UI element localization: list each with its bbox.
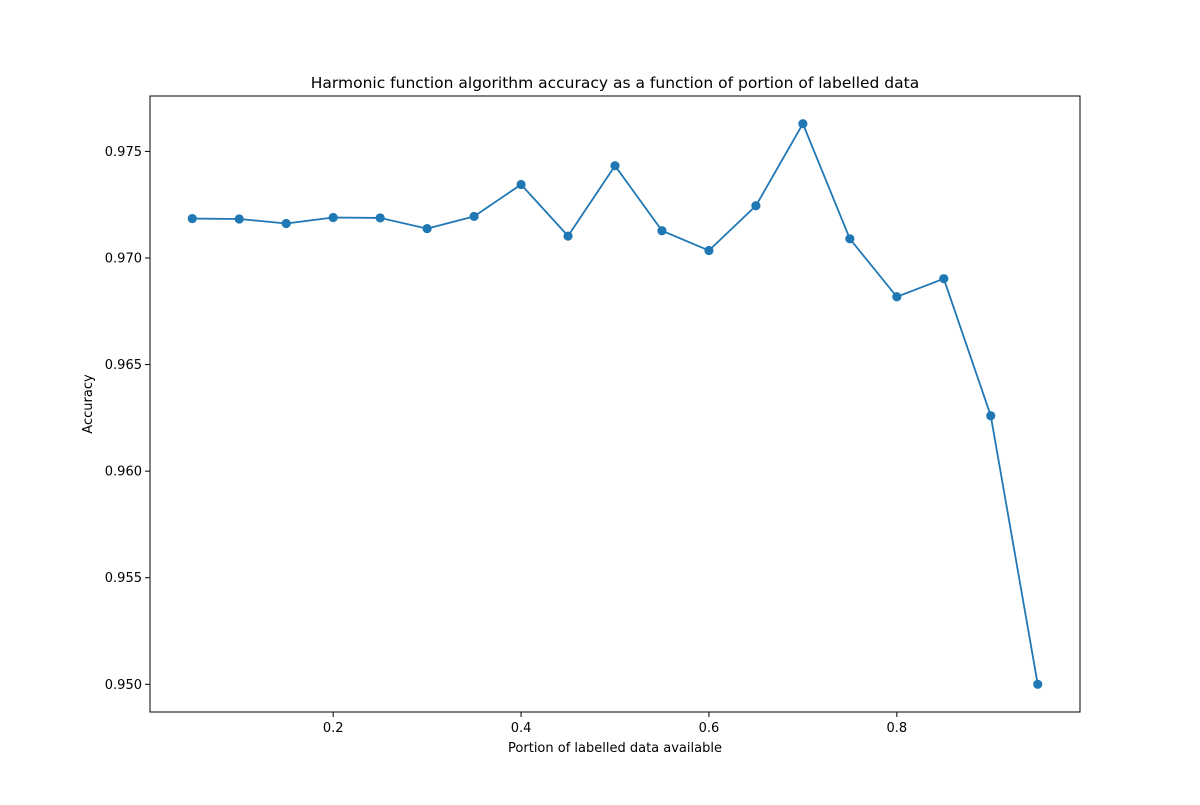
plot-area: [187, 119, 1043, 689]
x-tick-label: 0.4: [511, 721, 532, 736]
data-point: [375, 213, 385, 223]
y-axis: 0.950 0.955 0.960 0.965 0.970 0.975: [105, 145, 150, 693]
data-point: [892, 292, 902, 302]
data-point: [469, 211, 479, 222]
data-point: [657, 226, 667, 236]
x-axis-label: Portion of labelled data available: [508, 741, 722, 756]
data-point: [563, 231, 573, 241]
x-tick-label: 0.2: [323, 721, 344, 736]
x-tick-label: 0.6: [699, 721, 720, 736]
y-tick-label: 0.960: [105, 465, 142, 480]
y-tick-label: 0.975: [105, 145, 142, 160]
data-point: [845, 234, 855, 244]
data-point: [328, 212, 338, 223]
data-point: [939, 274, 949, 284]
data-point: [422, 223, 432, 234]
y-tick-label: 0.950: [105, 678, 142, 693]
x-axis: 0.2 0.4 0.6 0.8: [323, 712, 907, 736]
y-tick-label: 0.970: [105, 251, 142, 266]
data-point: [986, 411, 996, 421]
data-point: [751, 201, 761, 211]
data-point: [234, 214, 244, 224]
data-point: [187, 213, 197, 224]
data-point: [1033, 679, 1043, 689]
series-line: [192, 122, 1039, 685]
x-tick-label: 0.8: [886, 721, 907, 736]
data-point: [516, 179, 526, 190]
chart-title: Harmonic function algorithm accuracy as …: [311, 74, 919, 92]
y-tick-label: 0.955: [105, 571, 142, 586]
y-axis-label: Accuracy: [81, 374, 96, 434]
data-point: [610, 161, 620, 171]
plot-frame: [149, 95, 1081, 713]
y-tick-label: 0.965: [105, 358, 142, 373]
data-point: [798, 119, 808, 129]
data-point: [704, 245, 714, 256]
data-point: [281, 218, 291, 229]
